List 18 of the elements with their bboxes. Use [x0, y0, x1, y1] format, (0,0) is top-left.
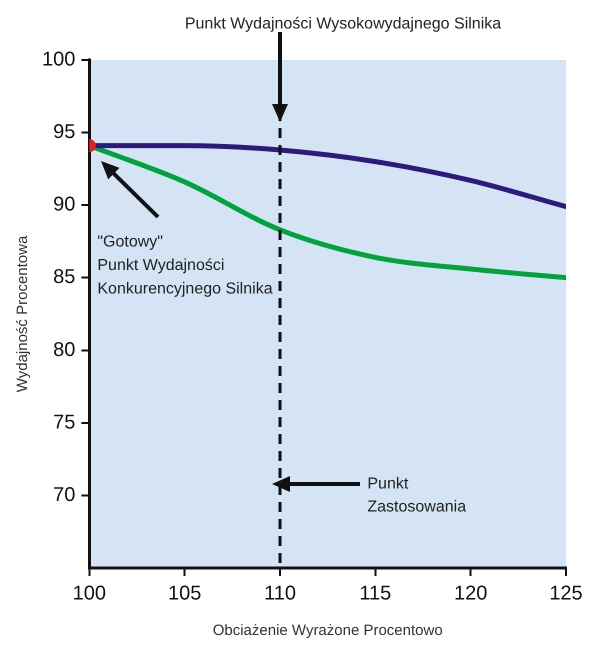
- y-tick-label: 70: [53, 484, 76, 506]
- x-tick-label: 115: [359, 582, 392, 605]
- y-tick-label: 75: [53, 411, 76, 434]
- y-tick-label: 90: [53, 194, 76, 216]
- x-tick-label: 120: [454, 582, 488, 605]
- text: Punkt Wydajności Wysokowydajnego Silnika: [184, 15, 502, 32]
- x-tick-label: 100: [72, 582, 106, 605]
- y-tick-label: 100: [42, 48, 76, 71]
- x-tick-label: 125: [549, 582, 583, 605]
- annotation: "Gotowy" Punkt Wydajności Konkurencyjnego Silnika: [97, 233, 273, 298]
- x-axis-title: Obciażenie Wyrażone Procentowo: [212, 622, 443, 640]
- y-tick-label: 85: [53, 266, 76, 288]
- annotation: Punkt Zastosowania: [367, 475, 466, 516]
- y-tick-label: 80: [53, 338, 76, 361]
- y-axis-title: Wydajność Procentowa: [14, 235, 32, 392]
- y-tick-label: 95: [53, 121, 76, 144]
- x-tick-label: 110: [264, 582, 296, 605]
- x-tick-label: 105: [168, 582, 202, 605]
